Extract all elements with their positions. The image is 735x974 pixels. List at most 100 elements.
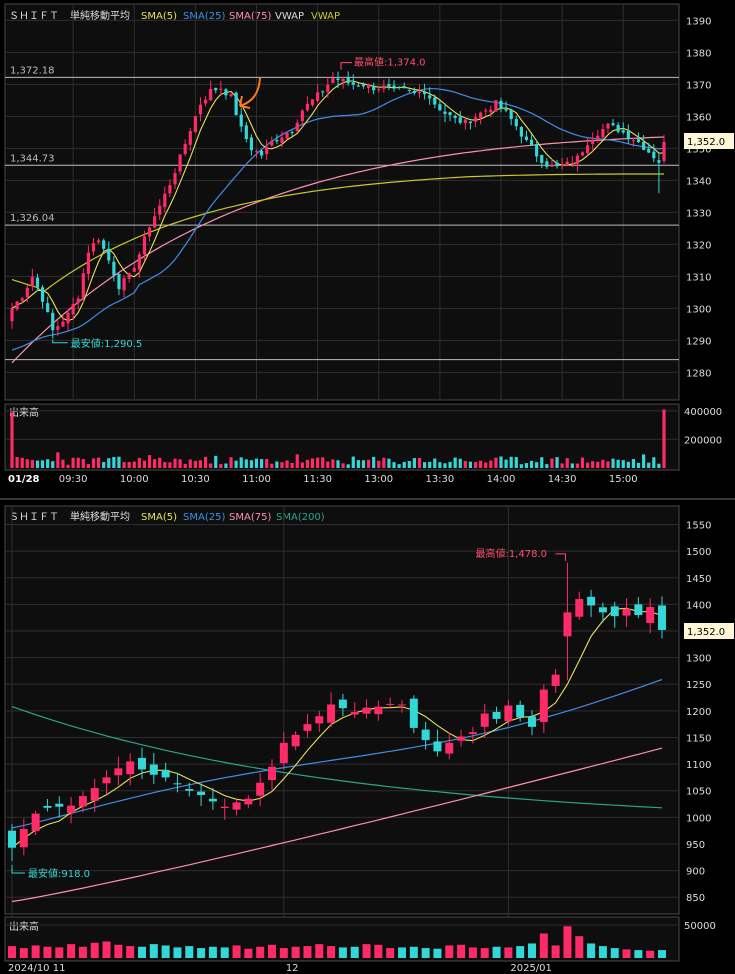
intraday-volume-bar [173, 458, 177, 468]
intraday-volume-bar [10, 412, 14, 468]
intraday-candle [305, 103, 310, 111]
intraday-candle [46, 303, 50, 313]
intraday-candle [163, 193, 167, 208]
daily-candle [43, 805, 52, 808]
intraday-volume-bar [489, 460, 493, 468]
intraday-y-tick-label: 1320 [686, 240, 711, 251]
intraday-volume-bar [565, 458, 569, 468]
intraday-candle [585, 145, 590, 154]
intraday-volume-bar [545, 464, 549, 468]
intraday-candle [270, 140, 274, 146]
daily-volume-bar [398, 947, 406, 958]
intraday-candle [321, 91, 325, 93]
daily-volume-bar [445, 945, 454, 958]
daily-volume-bar [327, 946, 336, 958]
daily-candle [55, 803, 64, 807]
intraday-y-tick-label: 1350 [686, 144, 711, 155]
intraday-candle [433, 97, 437, 105]
daily-volume-bar [149, 944, 158, 958]
intraday-candle [397, 86, 401, 88]
intraday-x-tick-label: 09:30 [59, 474, 88, 485]
intraday-volume-bar [509, 456, 513, 468]
daily-candle [279, 742, 288, 764]
intraday-volume-bar [560, 463, 564, 468]
intraday-volume-bar [71, 457, 75, 468]
intraday-volume-bar [585, 462, 590, 468]
intraday-candle [300, 110, 304, 122]
intraday-volume-bar [158, 457, 162, 468]
daily-candle [149, 764, 158, 775]
intraday-candle [168, 185, 172, 194]
intraday-candle [280, 137, 284, 143]
intraday-candle [117, 273, 121, 290]
daily-candle [268, 766, 276, 781]
intraday-volume-bar [346, 464, 350, 468]
intraday-volume-bar [214, 455, 218, 468]
intraday-volume-bar [153, 459, 157, 468]
daily-low-marker [11, 865, 25, 874]
daily-y-tick-label: 1450 [686, 574, 711, 585]
intraday-candle [626, 131, 630, 139]
intraday-candle [407, 89, 411, 91]
intraday-volume-bar [468, 461, 473, 468]
daily-volume-bar [256, 946, 265, 958]
daily-legend-sma75: SMA(75) [229, 512, 271, 523]
intraday-candle [81, 273, 85, 298]
daily-x-tick-label: 2025/01 [510, 963, 552, 974]
daily-y-tick-label: 1150 [686, 733, 711, 744]
intraday-candle [453, 115, 457, 118]
intraday-volume-bar [300, 462, 304, 468]
intraday-x-tick-label: 11:00 [242, 474, 271, 485]
intraday-candle [229, 94, 233, 97]
daily-candle [398, 704, 406, 706]
daily-candle [315, 716, 324, 724]
intraday-candle [20, 298, 24, 301]
daily-candle [102, 777, 111, 784]
intraday-volume-bar [66, 464, 70, 468]
intraday-volume-bar [412, 458, 417, 468]
intraday-volume-bar [407, 460, 411, 468]
intraday-volume-bar [259, 459, 264, 468]
intraday-candle [122, 278, 126, 291]
intraday-legend-sma5: SMA(5) [141, 11, 177, 22]
daily-y-tick-label: 1250 [686, 680, 711, 691]
daily-chart-panel: ＳＨＩＦＴ 単純移動平均 SMA(5) SMA(25) SMA(75) SMA(… [4, 505, 734, 961]
daily-x-tick-label: 12 [286, 963, 299, 974]
daily-candle [338, 699, 347, 709]
daily-candle [244, 798, 253, 805]
intraday-volume-bar [56, 452, 60, 468]
intraday-volume-bar [504, 459, 508, 468]
daily-volume-bar [8, 946, 16, 958]
intraday-volume-bar [316, 457, 320, 468]
intraday-candle [387, 84, 391, 87]
intraday-volume-bar [310, 458, 315, 468]
intraday-y-tick-label: 1370 [686, 80, 711, 91]
daily-candle [575, 599, 584, 617]
intraday-candle [346, 77, 350, 84]
daily-candle [433, 741, 442, 752]
daily-volume-bar [634, 950, 643, 958]
daily-volume-bar [208, 946, 217, 958]
daily-candle [327, 704, 336, 723]
intraday-volume-bar [499, 456, 503, 468]
intraday-volume-bar [61, 459, 65, 468]
intraday-candle [545, 161, 549, 167]
intraday-candle [102, 240, 106, 249]
daily-volume-bar [658, 950, 666, 958]
intraday-volume-bar [484, 462, 488, 468]
intraday-volume-bar [351, 456, 355, 468]
intraday-candle [203, 99, 208, 104]
intraday-volume-bar [642, 454, 646, 468]
intraday-volume-bar [550, 458, 554, 468]
intraday-volume-bar [178, 459, 182, 468]
intraday-candle [428, 95, 432, 99]
intraday-candle [40, 287, 45, 302]
daily-volume-bar [587, 943, 596, 958]
daily-volume-bar [31, 945, 40, 958]
intraday-x-tick-label: 11:30 [303, 474, 332, 485]
intraday-candle [112, 261, 116, 276]
intraday-volume-bar [275, 461, 279, 468]
daily-volume-bar [220, 947, 229, 958]
daily-volume-bar [279, 948, 288, 958]
daily-volume-bar [114, 944, 123, 958]
